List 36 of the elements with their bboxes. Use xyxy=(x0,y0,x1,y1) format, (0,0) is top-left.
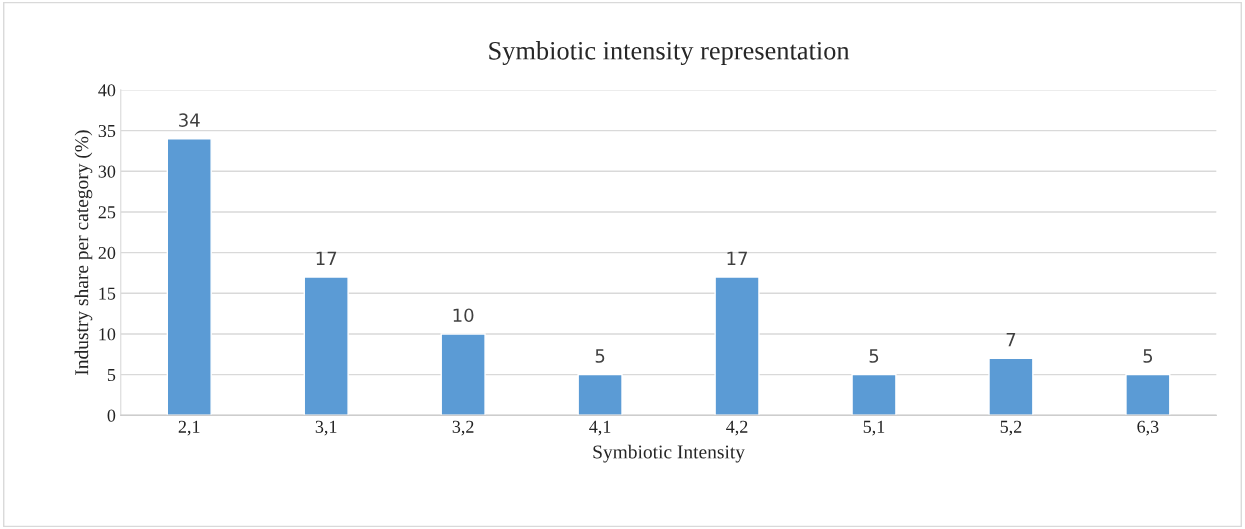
x-tick-label: 5,2 xyxy=(1000,420,1022,436)
y-tick-label: 10 xyxy=(99,328,116,341)
y-tick-label: 35 xyxy=(98,124,116,138)
bar xyxy=(714,276,760,416)
bar xyxy=(851,373,897,416)
bar xyxy=(577,373,623,416)
x-tick-label: 4,2 xyxy=(726,420,748,436)
y-tick-label: 40 xyxy=(98,84,116,97)
data-label: 17 xyxy=(316,251,337,265)
data-label: 17 xyxy=(727,251,747,265)
bar xyxy=(988,357,1034,416)
data-label: 5 xyxy=(1143,349,1153,363)
bar xyxy=(1125,373,1171,416)
y-tick-label: 15 xyxy=(99,287,116,300)
data-label: 5 xyxy=(595,349,605,363)
y-axis-title: Industry share per category (%) xyxy=(74,130,93,375)
x-tick-label: 3,2 xyxy=(452,420,474,436)
y-tick-label: 20 xyxy=(98,246,116,260)
y-tick-label: 25 xyxy=(98,206,116,219)
chart-title: Symbiotic intensity representation xyxy=(489,41,850,66)
data-label: 5 xyxy=(869,349,879,363)
x-tick-label: 5,1 xyxy=(863,420,885,436)
data-label: 10 xyxy=(453,308,474,323)
data-label: 7 xyxy=(1006,333,1016,347)
y-tick-label: 30 xyxy=(98,165,116,178)
bar xyxy=(303,276,349,416)
bar xyxy=(440,333,486,416)
bar xyxy=(166,138,212,416)
y-tick-label: 0 xyxy=(107,409,116,422)
x-tick-label: 6,3 xyxy=(1137,420,1159,436)
y-tick-label: 5 xyxy=(107,369,116,382)
data-label: 34 xyxy=(179,113,200,127)
x-axis-title: Symbiotic Intensity xyxy=(593,444,745,463)
x-tick-label: 4,1 xyxy=(589,420,611,436)
x-tick-label: 2,1 xyxy=(178,420,200,436)
x-tick-label: 3,1 xyxy=(315,420,337,436)
